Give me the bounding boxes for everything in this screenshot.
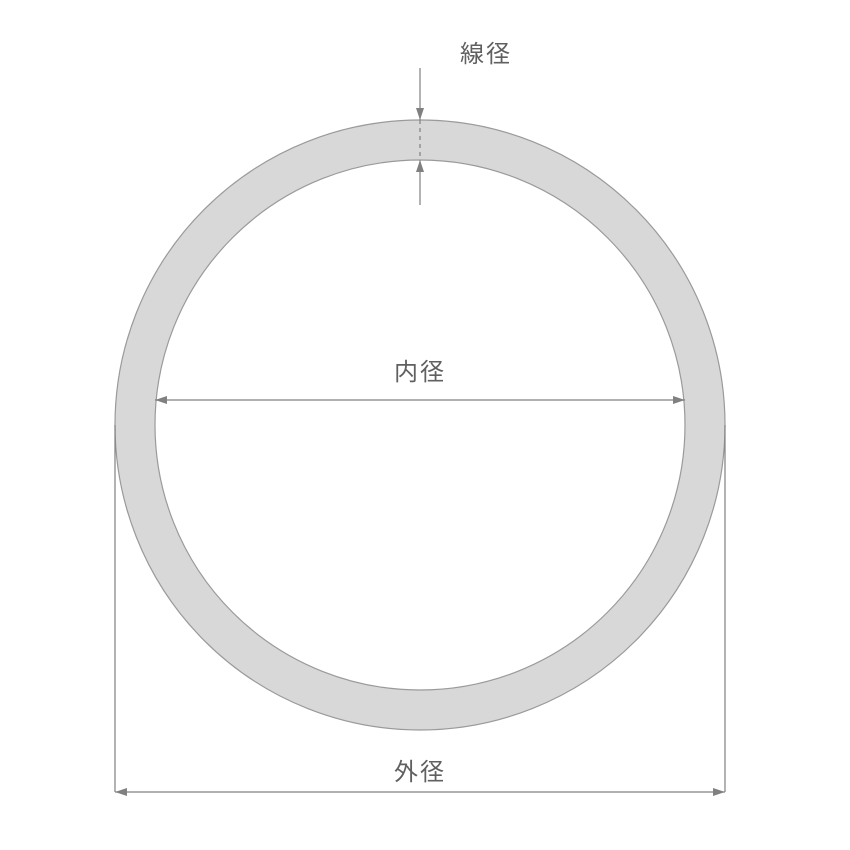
ring-dimension-diagram: 内径外径 線径: [0, 0, 850, 850]
outer-diameter-arrow-left: [115, 788, 127, 796]
wall-thickness-arrow-up: [416, 160, 424, 172]
inner-diameter-label: 内径: [394, 352, 446, 387]
ring-inner-circle: [155, 160, 685, 690]
wall-thickness-arrow-down: [416, 108, 424, 120]
wall-thickness-label: 線径: [460, 34, 512, 69]
outer-diameter-label: 外径: [394, 752, 446, 787]
outer-diameter-arrow-right: [713, 788, 725, 796]
ring-annulus: [115, 120, 725, 730]
